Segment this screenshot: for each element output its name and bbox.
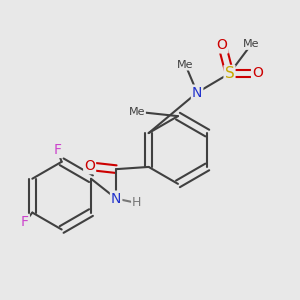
Text: Me: Me: [243, 39, 260, 49]
Text: F: F: [21, 215, 29, 229]
Text: O: O: [84, 159, 95, 173]
Text: F: F: [53, 143, 61, 157]
Text: O: O: [217, 38, 228, 52]
Text: N: N: [111, 192, 121, 206]
Text: S: S: [225, 66, 234, 81]
Text: Me: Me: [128, 107, 145, 117]
Text: H: H: [132, 196, 141, 209]
Text: N: N: [192, 85, 202, 100]
Text: Me: Me: [177, 60, 194, 70]
Text: O: O: [252, 66, 263, 80]
